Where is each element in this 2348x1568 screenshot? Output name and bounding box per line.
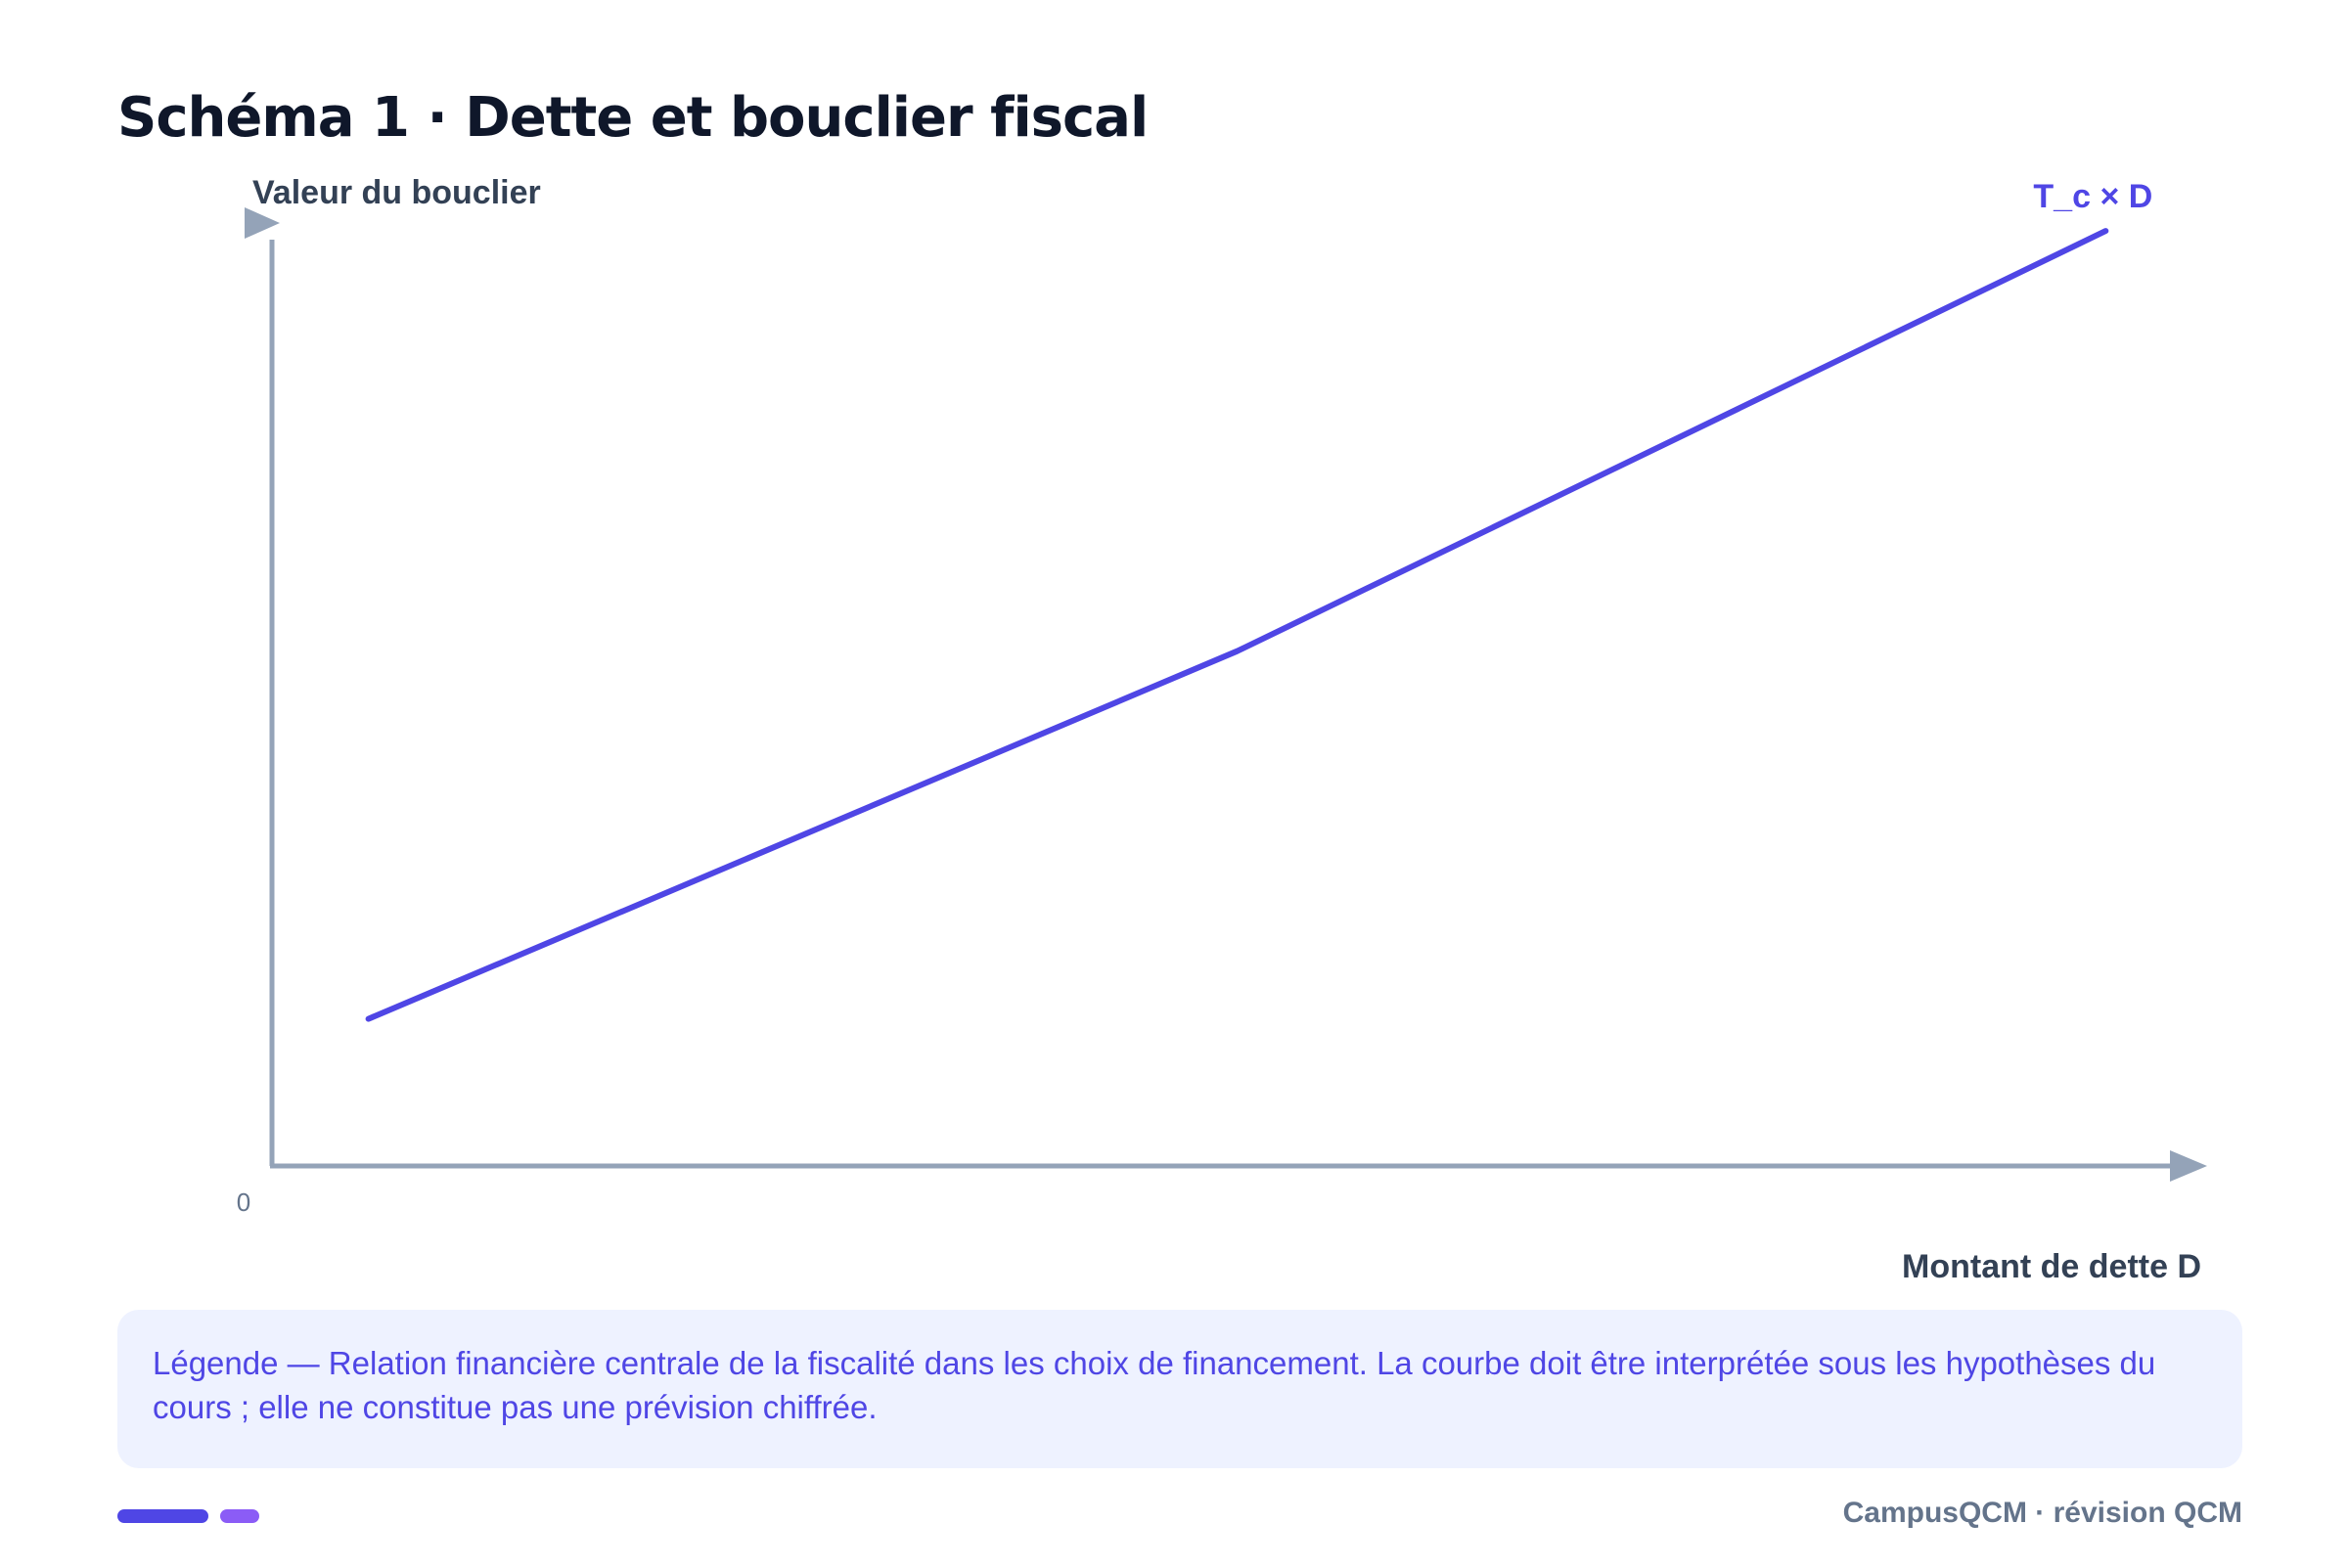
footer-accent-bar [117, 1509, 208, 1523]
page-title: Schéma 1 · Dette et bouclier fiscal [117, 86, 1149, 150]
series-label: T_c × D [2033, 178, 2152, 215]
footer-brand: CampusQCM · révision QCM [1842, 1497, 2242, 1529]
footer-accent-dot [220, 1509, 259, 1523]
y-axis-arrow [245, 207, 280, 239]
y-axis-label: Valeur du bouclier [252, 174, 541, 211]
x-axis-arrow [2170, 1150, 2207, 1182]
legend-text: Légende — Relation financière centrale d… [153, 1345, 2156, 1425]
chart: Valeur du bouclier 0 Montant de dette D … [237, 174, 2207, 1285]
series-line [365, 228, 2109, 1022]
origin-label: 0 [237, 1187, 250, 1217]
legend-box: Légende — Relation financière centrale d… [117, 1310, 2242, 1468]
x-axis-label: Montant de dette D [1902, 1248, 2201, 1285]
series-layer: T_c × D [365, 178, 2152, 1022]
